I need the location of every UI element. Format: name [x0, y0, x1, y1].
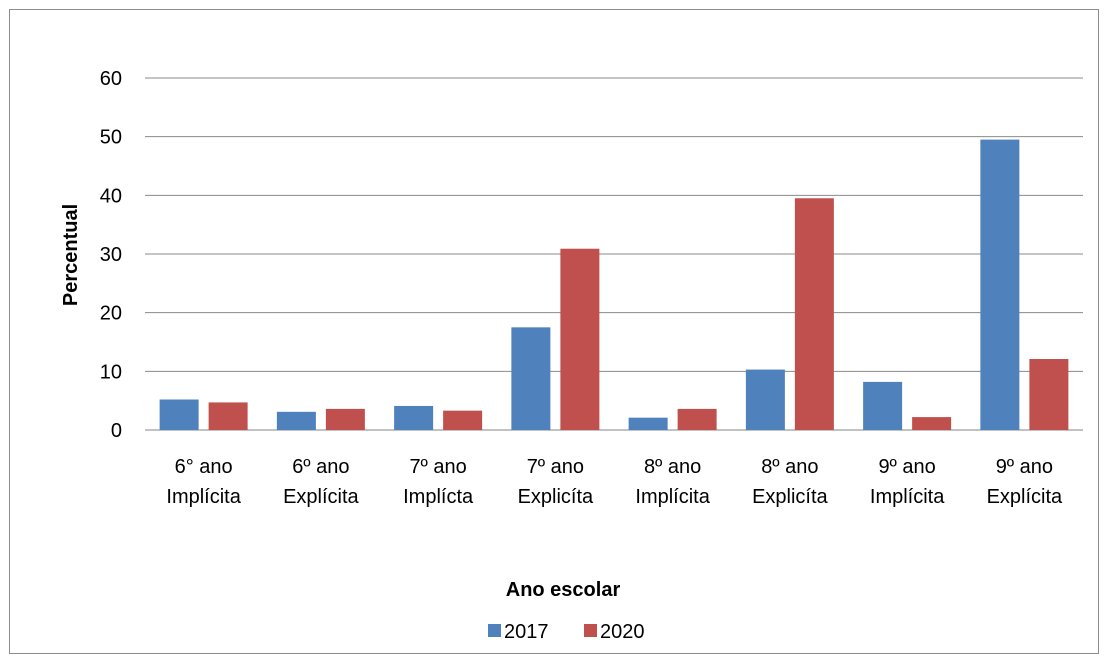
x-axis-title: Ano escolar [506, 579, 621, 601]
y-tick-label: 40 [100, 185, 122, 207]
y-tick-label: 50 [100, 127, 122, 149]
bar-2020-6 [794, 198, 834, 430]
bar-2020-8 [1029, 359, 1069, 430]
bar-2020-4 [560, 248, 600, 430]
y-tick-label: 60 [100, 68, 122, 90]
legend-swatch-2020 [584, 624, 597, 637]
legend-label-2020: 2020 [600, 621, 645, 643]
x-tick-labels: 6° ano Implícita 6º ano Explícita 7º ano Impl… [166, 456, 1063, 508]
x-tick-label: 7º ano [409, 456, 466, 478]
bar-2017-5 [628, 417, 668, 430]
x-tick-label: Explícita [283, 486, 359, 508]
x-tick-label: 8º ano [644, 456, 701, 478]
bars [159, 139, 1069, 430]
x-tick-label: Explicíta [752, 486, 828, 508]
bar-2020-3 [443, 410, 483, 430]
x-tick-label: Explicíta [518, 486, 594, 508]
gridlines [145, 77, 1083, 431]
y-tick-label: 10 [100, 361, 122, 383]
bar-2020-5 [677, 408, 717, 430]
bar-2017-4 [511, 327, 551, 430]
y-axis-title: Percentual [60, 204, 82, 306]
x-tick-label: Implícita [166, 486, 241, 508]
x-tick-label: 7º ano [527, 456, 584, 478]
legend: 2017 2020 [488, 621, 645, 643]
legend-swatch-2017 [488, 624, 501, 637]
legend-label-2017: 2017 [504, 621, 549, 643]
bar-2017-8 [980, 139, 1020, 430]
x-tick-label: 9º ano [878, 456, 935, 478]
x-tick-label: 9º ano [996, 456, 1053, 478]
x-tick-label: 6º ano [292, 456, 349, 478]
x-tick-label: Implícita [635, 486, 710, 508]
bar-2020-7 [912, 417, 952, 430]
bar-2017-2 [276, 411, 316, 430]
y-tick-label: 0 [111, 420, 122, 442]
x-tick-label: 8º ano [761, 456, 818, 478]
bar-2017-1 [159, 399, 199, 430]
x-tick-label: Implícita [870, 486, 945, 508]
y-tick-label: 30 [100, 244, 122, 266]
x-tick-label: 6° ano [175, 456, 233, 478]
bar-2017-6 [745, 369, 785, 430]
chart-frame [9, 9, 1099, 654]
x-tick-label: Explícita [987, 486, 1063, 508]
bar-2017-7 [863, 381, 903, 430]
bar-2020-2 [325, 408, 365, 430]
bar-2020-1 [208, 402, 248, 430]
bar-2017-3 [394, 405, 434, 430]
y-tick-label: 20 [100, 303, 122, 325]
y-tick-labels: 0 10 20 30 40 50 60 [100, 68, 122, 442]
x-tick-label: Implícta [403, 486, 474, 508]
